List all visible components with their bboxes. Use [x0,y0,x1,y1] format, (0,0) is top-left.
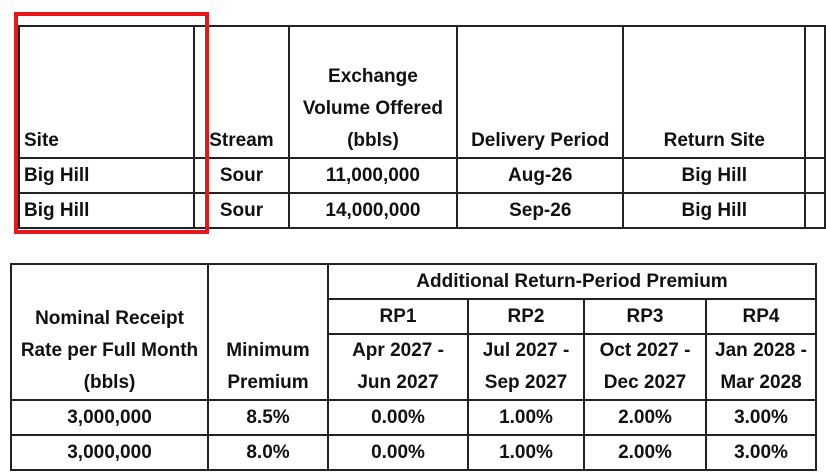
data-row: Big Hill Sour 11,000,000 Aug-26 Big Hill [17,157,826,194]
highlight-box [14,12,209,234]
data-cell: Big Hill [17,192,196,229]
premium-table-body: Nominal Receipt Rate per Full Month (bbl… [10,263,817,471]
data-cell: 11,000,000 [287,157,459,194]
data-cell: Aug-26 [456,157,625,194]
premium-table: Nominal Receipt Rate per Full Month (bbl… [10,263,817,471]
data-cell: 3.00% [705,399,817,436]
data-cell: Sour [193,157,290,194]
header-cell: Minimum Premium [207,263,329,401]
data-row: 3,000,000 8.0% 0.00% 1.00% 2.00% 3.00% [10,434,817,471]
period-name: RP4 [705,298,817,335]
period-dates: Jul 2027 - Sep 2027 [467,333,585,401]
data-cell: 2.00% [583,434,707,471]
data-row: 3,000,000 8.5% 0.00% 1.00% 2.00% 3.00% [10,399,817,436]
data-cell: 3,000,000 [10,434,209,471]
data-cell: 8.5% [207,399,329,436]
data-cell: 1.00% [467,434,585,471]
data-cell: 8.0% [207,434,329,471]
data-cell: 2.00% [583,399,707,436]
header-row: Site Stream Exchange Volume Offered (bbls)… [17,25,826,159]
header-cell: Exchange Volume Offered (bbls) [287,25,459,159]
data-cell: 3.00% [705,434,817,471]
header-cell: Site [17,25,196,159]
data-cell: 1.00% [467,399,585,436]
cut-cell [804,157,826,194]
data-cell: 0.00% [327,434,469,471]
cut-cell [804,25,826,159]
period-name: RP1 [327,298,469,335]
dates-row: Apr 2027 - Jun 2027 Jul 2027 - Sep 2027 Oc… [11,333,817,401]
period-dates: Apr 2027 - Jun 2027 [327,333,469,401]
data-cell: 3,000,000 [10,399,209,436]
header-cell: Nominal Receipt Rate per Full Month (bbl… [10,263,209,401]
header-cell: Stream [193,25,290,159]
period-name: RP3 [583,298,707,335]
header-cell: Return Site [622,25,807,159]
period-dates: Oct 2027 - Dec 2027 [583,333,707,401]
data-cell: Big Hill [622,157,807,194]
header-cell: Delivery Period [456,25,625,159]
exchange-table: Site Stream Exchange Volume Offered (bbls)… [17,25,826,229]
data-cell: Big Hill [622,192,807,229]
period-row: RP1 RP2 RP3 RP4 [11,298,817,335]
data-cell: Big Hill [17,157,196,194]
exchange-table-body: Site Stream Exchange Volume Offered (bbls)… [17,25,826,229]
cut-cell [804,192,826,229]
period-dates: Jan 2028 - Mar 2028 [705,333,817,401]
data-cell: 14,000,000 [287,192,459,229]
data-cell: Sour [193,192,290,229]
header-row: Nominal Receipt Rate per Full Month (bbl… [10,263,817,401]
data-cell: 0.00% [327,399,469,436]
data-cell: Sep-26 [456,192,625,229]
period-name: RP2 [467,298,585,335]
group-header: Additional Return-Period Premium [327,263,817,300]
data-row: Big Hill Sour 14,000,000 Sep-26 Big Hill [17,192,826,229]
